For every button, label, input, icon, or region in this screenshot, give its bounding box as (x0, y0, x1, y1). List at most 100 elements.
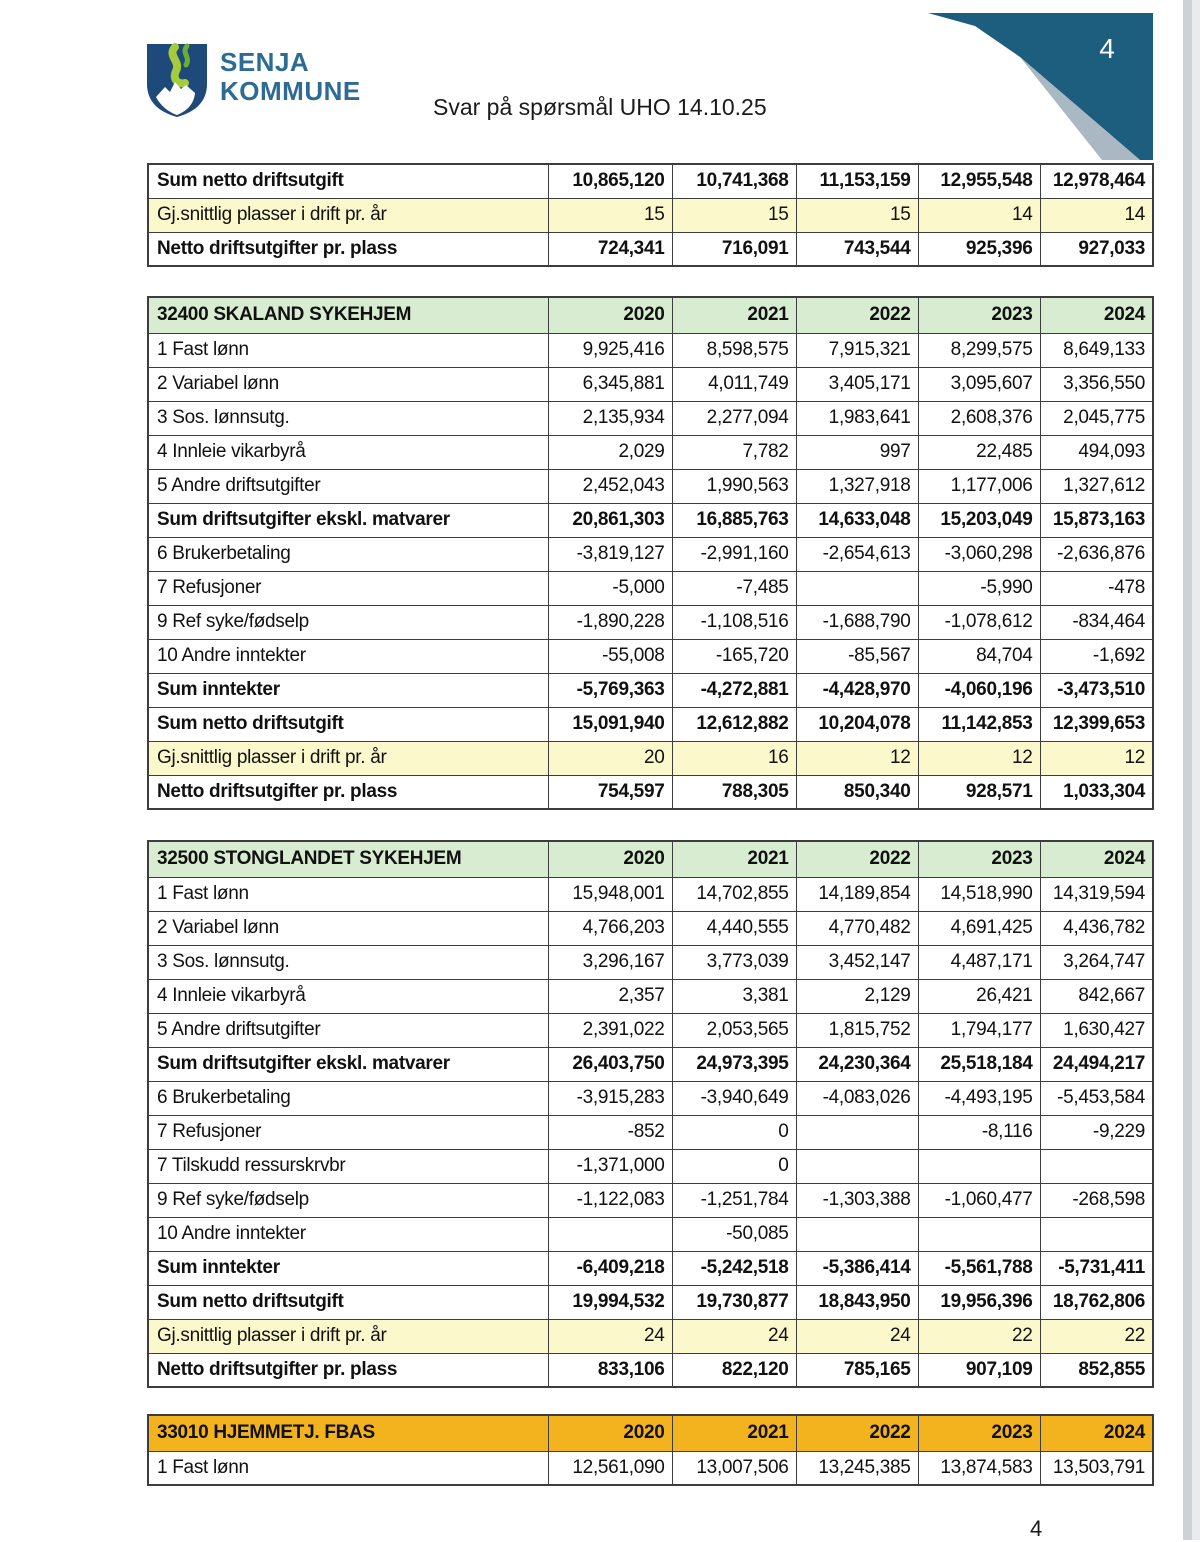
value-cell: 10,865,120 (547, 163, 673, 199)
value-cell: 4,766,203 (547, 910, 673, 946)
year-header: 2024 (1039, 1414, 1154, 1452)
value-cell: 2,045,775 (1039, 400, 1154, 436)
value-cell: -3,473,510 (1039, 672, 1154, 708)
row-label: 10 Andre inntekter (147, 1216, 549, 1252)
year-header: 2021 (671, 1414, 797, 1452)
year-header: 2021 (671, 296, 797, 334)
year-header: 2024 (1039, 296, 1154, 334)
value-cell: -5,386,414 (795, 1250, 919, 1286)
year-header: 2023 (917, 840, 1041, 878)
value-cell: -5,242,518 (671, 1250, 797, 1286)
table-32400-skaland-sykehjem: 32400 SKALAND SYKEHJEM 2020 2021 2022 2023 20… (147, 296, 1154, 810)
row-label: Netto driftsutgifter pr. plass (147, 231, 549, 267)
row-label: Sum netto driftsutgift (147, 1284, 549, 1320)
tables-container: Sum netto driftsutgift 10,865,120 10,741,3… (147, 163, 1154, 1486)
value-cell: 2,053,565 (671, 1012, 797, 1048)
row-label: Sum inntekter (147, 672, 549, 708)
value-cell: 3,356,550 (1039, 366, 1154, 402)
row-label: 1 Fast lønn (147, 876, 549, 912)
table-row: Sum inntekter -6,409,218 -5,242,518 -5,386,… (147, 1250, 1154, 1286)
value-cell: 15,948,001 (547, 876, 673, 912)
value-cell: -6,409,218 (547, 1250, 673, 1286)
value-cell: 19,730,877 (671, 1284, 797, 1320)
value-cell: 7,782 (671, 434, 797, 470)
table-row: 1 Fast lønn 9,925,416 8,598,575 7,915,321 8,… (147, 332, 1154, 368)
value-cell: 2,277,094 (671, 400, 797, 436)
value-cell (917, 1148, 1041, 1184)
table-row: Netto driftsutgifter pr. plass 754,597 788… (147, 774, 1154, 810)
table-row: Sum driftsutgifter ekskl. matvarer 26,403… (147, 1046, 1154, 1082)
table-row: 1 Fast lønn 12,561,090 13,007,506 13,245,38… (147, 1450, 1154, 1486)
table-row: Gj.snittlig plasser i drift pr. år 20 16 12… (147, 740, 1154, 776)
value-cell: 12,561,090 (547, 1450, 673, 1486)
value-cell: -1,251,784 (671, 1182, 797, 1218)
table-row: 2 Variabel lønn 4,766,203 4,440,555 4,770,4… (147, 910, 1154, 946)
row-label: Sum netto driftsutgift (147, 163, 549, 199)
value-cell: 14,518,990 (917, 876, 1041, 912)
value-cell: 20,861,303 (547, 502, 673, 538)
value-cell: 8,649,133 (1039, 332, 1154, 368)
table-row: Sum driftsutgifter ekskl. matvarer 20,861… (147, 502, 1154, 538)
value-cell: 14,702,855 (671, 876, 797, 912)
value-cell: -1,692 (1039, 638, 1154, 674)
document-title: Svar på spørsmål UHO 14.10.25 (433, 94, 767, 120)
year-header: 2023 (917, 1414, 1041, 1452)
table-header-row: 32500 STONGLANDET SYKEHJEM 2020 2021 2022 20… (147, 840, 1154, 878)
table-row: Sum inntekter -5,769,363 -4,272,881 -4,428,… (147, 672, 1154, 708)
value-cell: 24,230,364 (795, 1046, 919, 1082)
value-cell: 1,983,641 (795, 400, 919, 436)
value-cell: 4,770,482 (795, 910, 919, 946)
value-cell: -165,720 (671, 638, 797, 674)
value-cell: -4,060,196 (917, 672, 1041, 708)
value-cell: 3,773,039 (671, 944, 797, 980)
value-cell: 22 (1039, 1318, 1154, 1354)
value-cell: -4,272,881 (671, 672, 797, 708)
row-label: 1 Fast lønn (147, 332, 549, 368)
table-row: 4 Innleie vikarbyrå 2,029 7,782 997 22,485 49… (147, 434, 1154, 470)
value-cell (917, 1216, 1041, 1252)
row-label: Gj.snittlig plasser i drift pr. år (147, 197, 549, 233)
row-label: 7 Refusjoner (147, 1114, 549, 1150)
value-cell: 0 (671, 1114, 797, 1150)
value-cell: 754,597 (547, 774, 673, 810)
value-cell: 22 (917, 1318, 1041, 1354)
value-cell: 14 (917, 197, 1041, 233)
value-cell: -2,636,876 (1039, 536, 1154, 572)
value-cell: -5,731,411 (1039, 1250, 1154, 1286)
value-cell: 928,571 (917, 774, 1041, 810)
value-cell: 26,403,750 (547, 1046, 673, 1082)
value-cell: -9,229 (1039, 1114, 1154, 1150)
table-row: Gj.snittlig plasser i drift pr. år 15 15 15… (147, 197, 1154, 233)
value-cell: -1,108,516 (671, 604, 797, 640)
value-cell: 15 (547, 197, 673, 233)
value-cell: 12,399,653 (1039, 706, 1154, 742)
value-cell: 785,165 (795, 1352, 919, 1388)
logo-text: SENJA KOMMUNE (220, 48, 361, 106)
row-label: Gj.snittlig plasser i drift pr. år (147, 1318, 549, 1354)
value-cell: -5,561,788 (917, 1250, 1041, 1286)
row-label: Sum inntekter (147, 1250, 549, 1286)
row-label: Sum driftsutgifter ekskl. matvarer (147, 502, 549, 538)
table-row: Netto driftsutgifter pr. plass 833,106 822… (147, 1352, 1154, 1388)
value-cell: -478 (1039, 570, 1154, 606)
value-cell: 1,327,612 (1039, 468, 1154, 504)
value-cell: 3,264,747 (1039, 944, 1154, 980)
row-label: 2 Variabel lønn (147, 910, 549, 946)
value-cell: 4,487,171 (917, 944, 1041, 980)
table-row: 10 Andre inntekter -50,085 (147, 1216, 1154, 1252)
row-label: 3 Sos. lønnsutg. (147, 944, 549, 980)
row-label: Sum driftsutgifter ekskl. matvarer (147, 1046, 549, 1082)
value-cell: 716,091 (671, 231, 797, 267)
value-cell: 1,990,563 (671, 468, 797, 504)
value-cell: 3,095,607 (917, 366, 1041, 402)
value-cell: -3,060,298 (917, 536, 1041, 572)
table-header-row: 33010 HJEMMETJ. FBAS 2020 2021 2022 2023 2024 (147, 1414, 1154, 1452)
value-cell: 850,340 (795, 774, 919, 810)
value-cell: 13,503,791 (1039, 1450, 1154, 1486)
value-cell: 4,436,782 (1039, 910, 1154, 946)
value-cell: 25,518,184 (917, 1046, 1041, 1082)
table-row: 3 Sos. lønnsutg. 3,296,167 3,773,039 3,452,… (147, 944, 1154, 980)
value-cell: 2,129 (795, 978, 919, 1014)
table-row: Sum netto driftsutgift 15,091,940 12,612,8… (147, 706, 1154, 742)
row-label: Gj.snittlig plasser i drift pr. år (147, 740, 549, 776)
